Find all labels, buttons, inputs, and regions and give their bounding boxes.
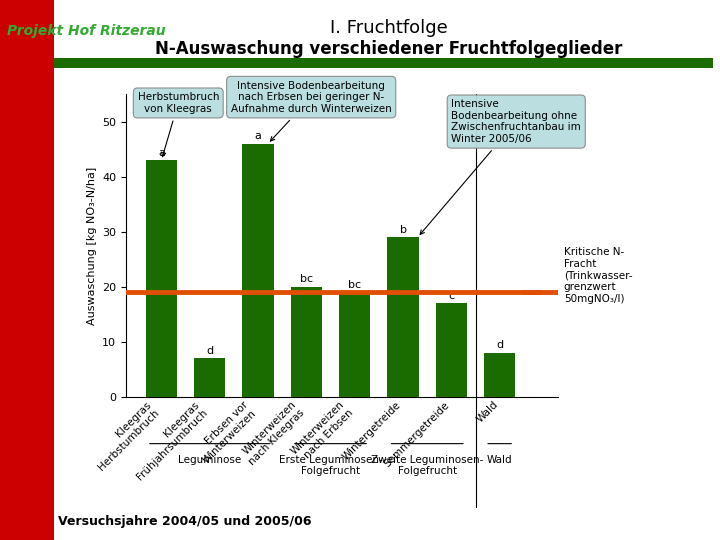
Text: Wald: Wald — [487, 455, 513, 464]
Bar — [243, 144, 274, 397]
Bar — [291, 287, 322, 397]
Text: b: b — [400, 225, 407, 235]
Text: c: c — [449, 291, 454, 301]
Text: Intensive Bodenbearbeitung
nach Erbsen bei geringer N-
Aufnahme durch Winterweiz: Intensive Bodenbearbeitung nach Erbsen b… — [231, 80, 392, 141]
Y-axis label: Auswaschung [kg NO₃-N/ha]: Auswaschung [kg NO₃-N/ha] — [86, 166, 96, 325]
Text: bc: bc — [348, 280, 361, 289]
Bar — [387, 238, 419, 397]
Text: Zweite Leguminosen-
Folgefrucht: Zweite Leguminosen- Folgefrucht — [371, 455, 483, 476]
Text: bc: bc — [300, 274, 313, 284]
Bar — [484, 353, 516, 397]
Text: I. Fruchtfolge: I. Fruchtfolge — [330, 19, 448, 37]
Text: N-Auswaschung verschiedener Fruchtfolgeglieder: N-Auswaschung verschiedener Fruchtfolgeg… — [155, 40, 623, 58]
Text: d: d — [206, 346, 213, 356]
Bar — [145, 160, 177, 397]
Text: Kritische N-
Fracht
(Trinkwasser-
grenzwert
50mgNO₃/l): Kritische N- Fracht (Trinkwasser- grenzw… — [564, 247, 632, 303]
Text: Leguminose: Leguminose — [178, 455, 241, 464]
Bar — [436, 303, 467, 397]
Text: Versuchsjahre 2004/05 und 2005/06: Versuchsjahre 2004/05 und 2005/06 — [58, 515, 311, 528]
Text: Intensive
Bodenbearbeitung ohne
Zwischenfruchtanbau im
Winter 2005/06: Intensive Bodenbearbeitung ohne Zwischen… — [420, 99, 581, 234]
Bar — [339, 293, 370, 397]
Bar — [194, 359, 225, 397]
Text: a: a — [255, 131, 261, 141]
Text: Erste Leguminosen-
Folgefrucht: Erste Leguminosen- Folgefrucht — [279, 455, 382, 476]
Text: Herbstumbruch
von Kleegras: Herbstumbruch von Kleegras — [138, 92, 219, 157]
Text: Projekt Hof Ritzerau: Projekt Hof Ritzerau — [7, 24, 166, 38]
Text: a: a — [158, 148, 165, 158]
Text: d: d — [496, 340, 503, 350]
